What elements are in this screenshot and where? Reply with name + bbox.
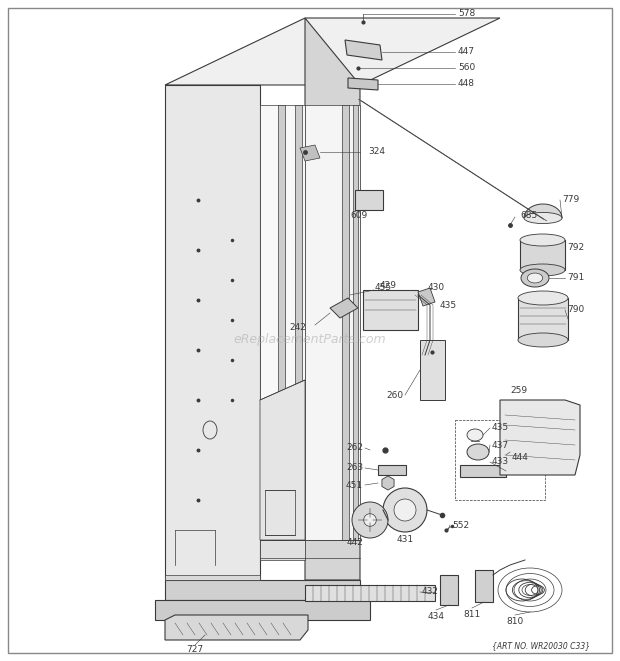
Text: 432: 432 <box>422 588 439 596</box>
Text: 791: 791 <box>567 274 584 282</box>
Ellipse shape <box>520 234 565 246</box>
Polygon shape <box>300 145 320 161</box>
Polygon shape <box>155 600 370 620</box>
Text: 435: 435 <box>440 301 457 309</box>
Text: 435: 435 <box>492 424 509 432</box>
Polygon shape <box>278 105 285 540</box>
Ellipse shape <box>524 212 562 223</box>
Ellipse shape <box>521 269 549 287</box>
Text: 455: 455 <box>375 282 392 292</box>
Polygon shape <box>382 476 394 490</box>
FancyBboxPatch shape <box>475 570 493 602</box>
Polygon shape <box>260 540 305 560</box>
Text: 790: 790 <box>567 305 584 315</box>
Polygon shape <box>305 105 360 540</box>
FancyBboxPatch shape <box>518 298 568 340</box>
Text: 262: 262 <box>346 444 363 453</box>
Text: 434: 434 <box>428 612 445 621</box>
Polygon shape <box>295 105 302 540</box>
Ellipse shape <box>527 273 542 283</box>
Polygon shape <box>342 105 349 540</box>
Polygon shape <box>500 400 580 475</box>
Text: 810: 810 <box>507 617 524 626</box>
Ellipse shape <box>518 291 568 305</box>
Text: 433: 433 <box>492 457 509 467</box>
Text: 431: 431 <box>396 535 414 544</box>
Polygon shape <box>165 85 260 580</box>
Text: 430: 430 <box>428 284 445 293</box>
Text: 447: 447 <box>458 48 475 56</box>
Ellipse shape <box>518 333 568 347</box>
Circle shape <box>394 499 416 521</box>
Text: 259: 259 <box>510 386 527 395</box>
Text: 429: 429 <box>380 280 397 290</box>
Text: 609: 609 <box>350 210 367 219</box>
Text: 260: 260 <box>386 391 403 399</box>
Text: 560: 560 <box>458 63 476 73</box>
Text: 442: 442 <box>347 538 363 547</box>
Polygon shape <box>330 298 358 318</box>
Polygon shape <box>348 78 378 90</box>
Polygon shape <box>165 615 308 640</box>
FancyBboxPatch shape <box>440 575 458 605</box>
Text: 437: 437 <box>492 440 509 449</box>
Circle shape <box>364 514 376 526</box>
Polygon shape <box>260 105 305 540</box>
Polygon shape <box>420 340 445 400</box>
Text: {ART NO. WR20030 C33}: {ART NO. WR20030 C33} <box>492 641 590 650</box>
Polygon shape <box>165 18 500 85</box>
FancyBboxPatch shape <box>305 585 435 601</box>
Polygon shape <box>305 18 360 580</box>
Polygon shape <box>260 380 305 540</box>
FancyBboxPatch shape <box>355 190 383 210</box>
Text: 324: 324 <box>368 147 385 157</box>
Text: eReplacementParts.com: eReplacementParts.com <box>234 334 386 346</box>
Circle shape <box>352 502 388 538</box>
Text: 451: 451 <box>346 481 363 490</box>
Polygon shape <box>524 204 562 218</box>
Polygon shape <box>165 580 360 600</box>
Text: 263: 263 <box>346 463 363 473</box>
Polygon shape <box>165 575 260 580</box>
Text: 811: 811 <box>463 610 480 619</box>
Text: 727: 727 <box>187 645 203 654</box>
Ellipse shape <box>520 264 565 276</box>
FancyBboxPatch shape <box>378 465 406 475</box>
Ellipse shape <box>467 444 489 460</box>
Polygon shape <box>345 40 382 60</box>
Text: 578: 578 <box>458 9 476 19</box>
Polygon shape <box>418 288 435 306</box>
Text: 792: 792 <box>567 243 584 253</box>
Circle shape <box>383 488 427 532</box>
Text: 242: 242 <box>290 323 306 332</box>
FancyBboxPatch shape <box>460 465 506 477</box>
Text: 779: 779 <box>562 196 579 204</box>
Text: 448: 448 <box>458 79 475 89</box>
Text: 444: 444 <box>512 453 529 461</box>
Text: 685: 685 <box>520 210 538 219</box>
Text: 552: 552 <box>452 520 469 529</box>
FancyBboxPatch shape <box>520 240 565 270</box>
Polygon shape <box>353 105 358 540</box>
Ellipse shape <box>467 429 483 441</box>
FancyBboxPatch shape <box>363 290 418 330</box>
